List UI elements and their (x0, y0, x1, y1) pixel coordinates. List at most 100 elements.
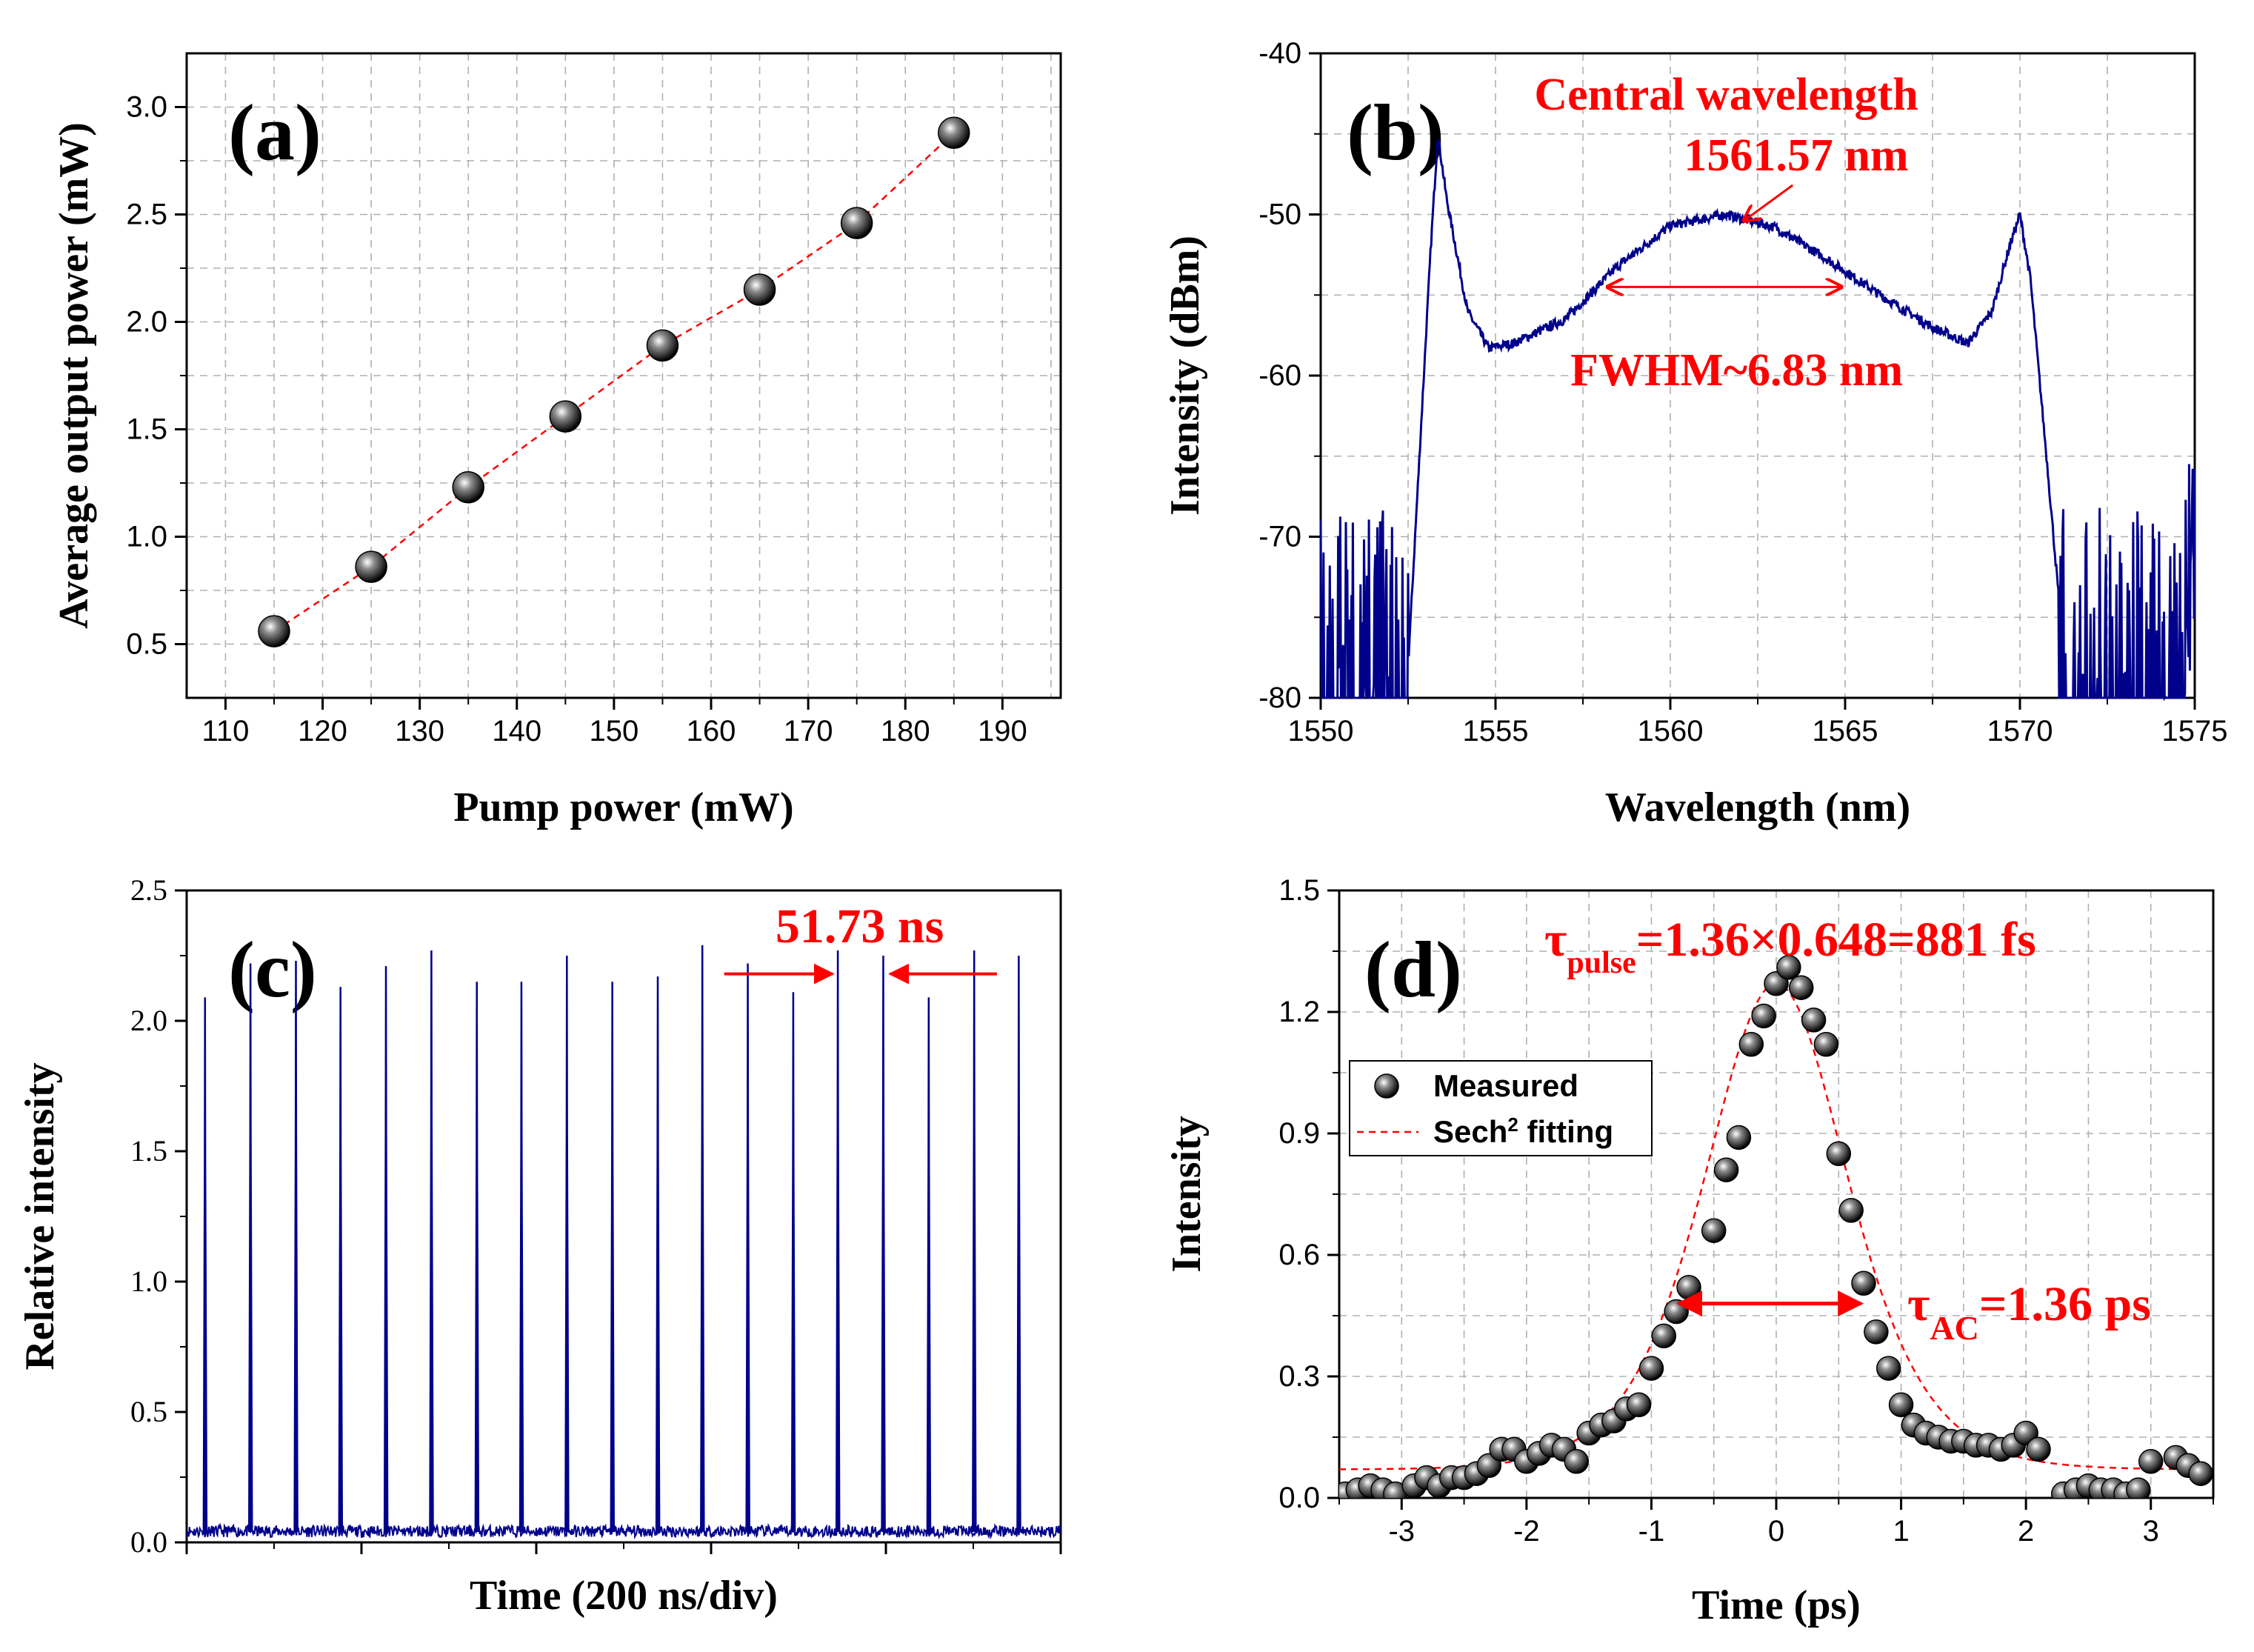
legend-measured-marker (1374, 1073, 1399, 1099)
pulse-peak (383, 966, 389, 1532)
tau-ac-label: τAC=1.36 ps (1907, 1277, 2151, 1347)
tau-pulse-subscript: pulse (1567, 946, 1636, 980)
pulse-peak (926, 997, 932, 1532)
y-tick-label: 0.5 (130, 1395, 167, 1428)
measured-point (1801, 1007, 1827, 1033)
y-tick-label: 2.0 (126, 306, 167, 339)
y-tick-label: -40 (1258, 37, 1301, 70)
y-tick-label: 0.9 (1278, 1117, 1320, 1150)
measured-point (1701, 1218, 1727, 1243)
measured-point (1888, 1392, 1914, 1418)
y-tick-label: -60 (1258, 359, 1301, 392)
data-point (840, 207, 873, 239)
legend-fit-suffix: fitting (1518, 1114, 1613, 1149)
x-axis-title: Pump power (mW) (453, 785, 793, 830)
measured-point (1564, 1449, 1590, 1474)
x-axis-title: Time (ps) (1692, 1582, 1861, 1628)
tau-symbol: τ (1544, 913, 1567, 967)
measured-point (1713, 1157, 1739, 1182)
measured-point (1738, 1031, 1764, 1057)
pulse-peak (202, 997, 208, 1532)
tau-ac-subscript: AC (1930, 1309, 1978, 1347)
central-wavelength-arrow (1744, 184, 1794, 221)
measured-point (2026, 1436, 2051, 1462)
central-wavelength-title: Central wavelength (1534, 70, 1918, 120)
y-axis-title: Intensity (dBm) (1162, 236, 1208, 516)
panel-c: 0.0 0.5 1.0 1.5 2.0 2.5 Time (200 ns/div) Relat… (17, 873, 1062, 1619)
measured-point (1751, 1003, 1776, 1029)
measured-point (2188, 1461, 2213, 1486)
fit-line (273, 132, 955, 633)
pulse-peak (564, 955, 570, 1532)
panel-d: -3 -2 -1 0 1 2 3 0.0 0.3 0.6 0.9 1.2 1.5 Time (ps) Int… (1164, 874, 2215, 1628)
x-tick-label: 190 (978, 715, 1027, 747)
measured-point (1726, 1125, 1752, 1150)
measured-point (1651, 1323, 1677, 1349)
y-tick-label: 1.5 (1278, 874, 1320, 907)
tau-pulse-value: =1.36×0.648=881 fs (1636, 913, 2036, 967)
measured-point (1851, 1270, 1876, 1296)
x-axis-title: Time (200 ns/div) (470, 1573, 778, 1619)
x-axis-title: Wavelength (nm) (1605, 785, 1910, 830)
measured-point (1626, 1392, 1652, 1418)
measured-point (1676, 1274, 1701, 1300)
panel-a: 110 120 130 140 150 160 170 180 190 0.5 1.0 1.5 2.0 2… (51, 52, 1062, 830)
fwhm-label: FWHM~6.83 nm (1570, 345, 1903, 396)
panel-label: (a) (228, 89, 321, 177)
pulse-peak (972, 950, 977, 1532)
pulse-peak (610, 982, 616, 1532)
measured-point (1864, 1319, 1889, 1345)
panel-label: (b) (1347, 89, 1444, 177)
y-tick-label: -70 (1258, 521, 1301, 553)
x-tick-label: 130 (395, 715, 444, 747)
pulse-peak (881, 955, 886, 1532)
y-tick-label: 2.5 (130, 873, 167, 907)
y-tick-label: 2.0 (130, 1004, 167, 1037)
pulse-peak (835, 950, 841, 1532)
panel-label: (c) (228, 926, 317, 1014)
y-tick-label: 0.3 (1278, 1360, 1320, 1393)
data-point (646, 329, 679, 362)
y-tick-label: 2.5 (126, 199, 167, 231)
measured-point (1813, 1031, 1839, 1057)
x-tick-label: 1570 (1987, 715, 2053, 747)
legend-measured-label: Measured (1433, 1068, 1578, 1103)
tau-pulse-label: τpulse=1.36×0.648=881 fs (1544, 913, 2036, 980)
y-axis-title: Relative intensity (17, 1062, 63, 1370)
period-label: 51.73 ns (776, 899, 944, 953)
x-tick-label: 170 (784, 715, 833, 747)
measured-point (2126, 1477, 2151, 1498)
y-axis-title: Average output power (mW) (51, 122, 97, 629)
y-tick-label: -50 (1258, 199, 1301, 231)
measured-point (2138, 1449, 2164, 1474)
y-axis-title: Intensity (1164, 1116, 1210, 1273)
pulse-peak (655, 976, 661, 1532)
legend: Measured Sech2 fitting (1349, 1060, 1653, 1156)
y-tick-label: 0.0 (130, 1525, 167, 1559)
tau-symbol: τ (1907, 1277, 1930, 1331)
legend-fit-text: Sech (1433, 1114, 1507, 1149)
y-tick-label: 1.0 (126, 521, 167, 553)
x-tick-label: 1565 (1813, 715, 1878, 747)
central-wavelength-value: 1561.57 nm (1684, 130, 1908, 181)
y-tick-label: 1.5 (126, 413, 167, 446)
x-tick-label: 140 (492, 715, 541, 747)
panel-label: (d) (1364, 926, 1462, 1014)
panel-b: 1550 1555 1560 1565 1570 1575 -40 -50 -60 -70 -80 W… (1162, 37, 2227, 830)
pulse-peak (700, 945, 705, 1532)
x-tick-label: -2 (1513, 1515, 1540, 1548)
measured-point (1788, 975, 1814, 1000)
y-tick-label: 1.2 (1278, 996, 1320, 1028)
data-point (258, 615, 290, 647)
measured-point (1776, 955, 1801, 980)
legend-fit-label: Sech2 fitting (1433, 1113, 1613, 1149)
pulse-peak (745, 963, 750, 1532)
baseline-noise (186, 1522, 1061, 1540)
x-tick-label: 0 (1768, 1515, 1784, 1548)
measured-point (1875, 1356, 1901, 1381)
data-point (355, 550, 387, 583)
legend-fit-superscript: 2 (1507, 1113, 1518, 1136)
x-tick-label: 110 (202, 715, 250, 747)
measured-point (1638, 1356, 1664, 1381)
